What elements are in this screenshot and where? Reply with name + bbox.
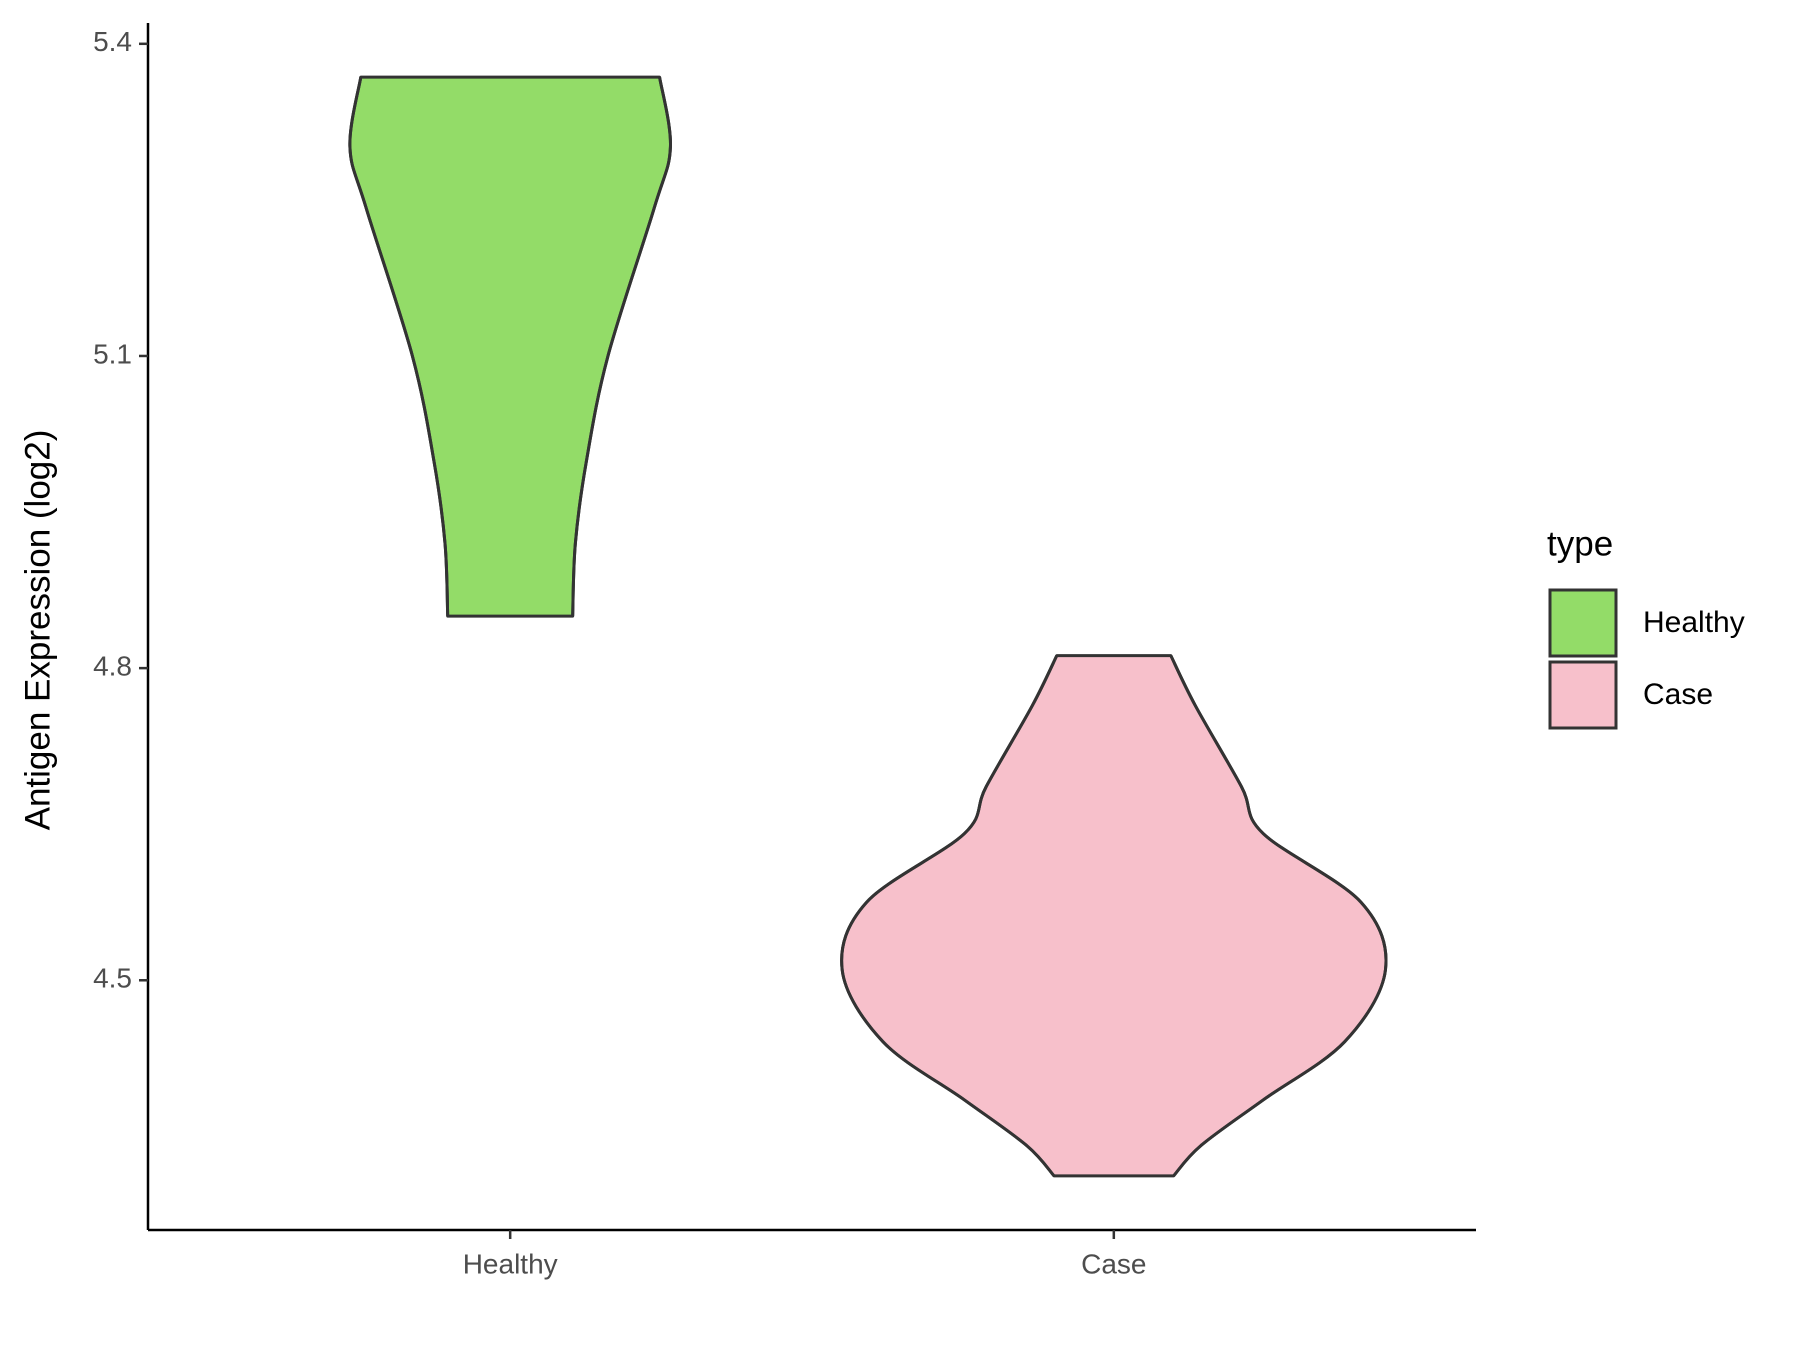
y-axis-title: Antigen Expression (log2) [18, 430, 57, 831]
violin-left-edge [348, 76, 450, 617]
violin-right-edge [1169, 654, 1388, 1177]
x-tick-label: Case [1081, 1248, 1146, 1279]
y-tick-label: 4.8 [93, 651, 132, 682]
violin-left-edge [840, 654, 1059, 1177]
legend-title: type [1547, 524, 1613, 563]
y-tick-label: 5.4 [93, 26, 132, 57]
violin-right-edge [571, 76, 672, 617]
legend-key [1548, 660, 1618, 730]
violin-body [348, 75, 672, 618]
y-tick-label: 4.5 [93, 963, 132, 994]
legend-label: Healthy [1643, 606, 1745, 639]
legend-key [1548, 588, 1618, 658]
x-tick-label: Healthy [463, 1248, 558, 1279]
legend-label: Case [1643, 678, 1713, 711]
y-tick-label: 5.1 [93, 338, 132, 369]
violin-body [840, 654, 1388, 1178]
